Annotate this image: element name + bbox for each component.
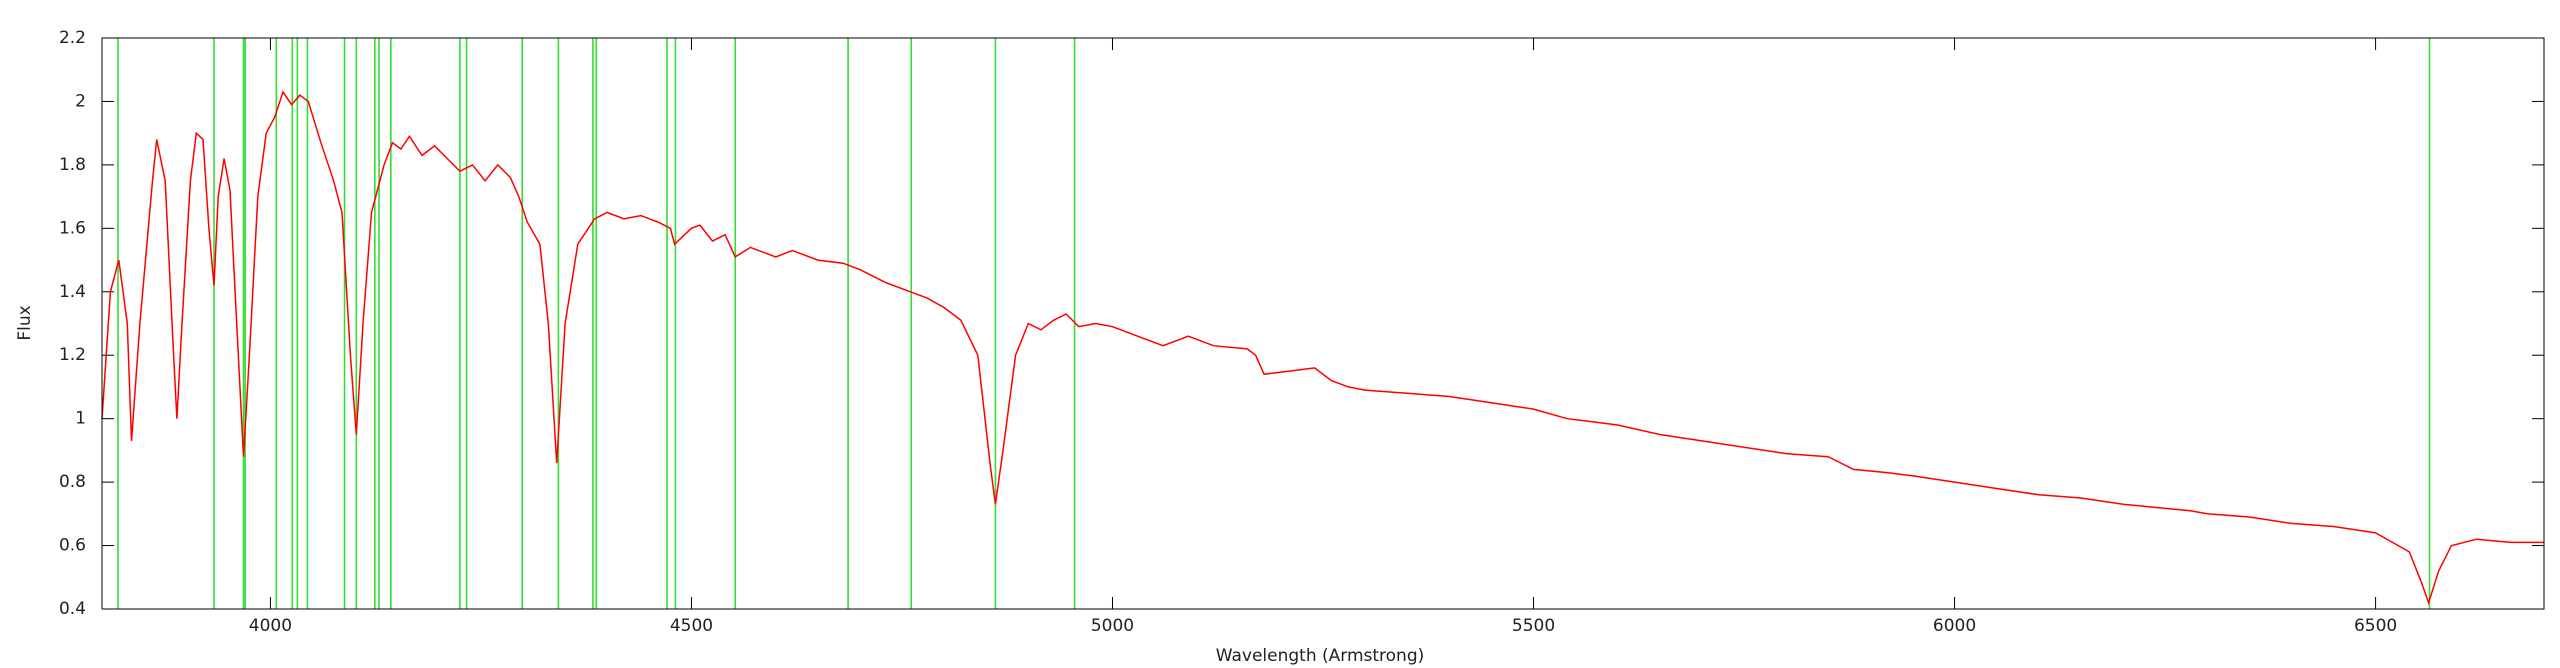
y-tick-label: 0.8 [59, 472, 86, 492]
y-tick-label: 0.4 [59, 599, 86, 619]
x-axis-label: Wavelength (Armstrong) [1216, 646, 1425, 666]
x-tick-label: 4000 [249, 616, 292, 636]
y-tick-label: 1.4 [59, 282, 86, 302]
y-tick-label: 1.2 [59, 345, 86, 365]
x-tick-label: 5000 [1091, 616, 1134, 636]
y-tick-label: 1 [75, 409, 86, 429]
x-tick-label: 6000 [1933, 616, 1976, 636]
plot-frame [101, 37, 2545, 610]
y-tick-label: 2 [75, 91, 86, 111]
y-tick-label: 2.2 [59, 28, 86, 48]
x-tick-label: 4500 [670, 616, 713, 636]
x-tick-label: 5500 [1512, 616, 1555, 636]
y-tick-label: 1.8 [59, 155, 86, 175]
y-axis-label: Flux [15, 305, 35, 340]
y-tick-label: 0.6 [59, 536, 86, 556]
spectrum-line [101, 90, 2544, 606]
y-tick-label: 1.6 [59, 218, 86, 238]
x-tick-label: 6500 [2354, 616, 2397, 636]
